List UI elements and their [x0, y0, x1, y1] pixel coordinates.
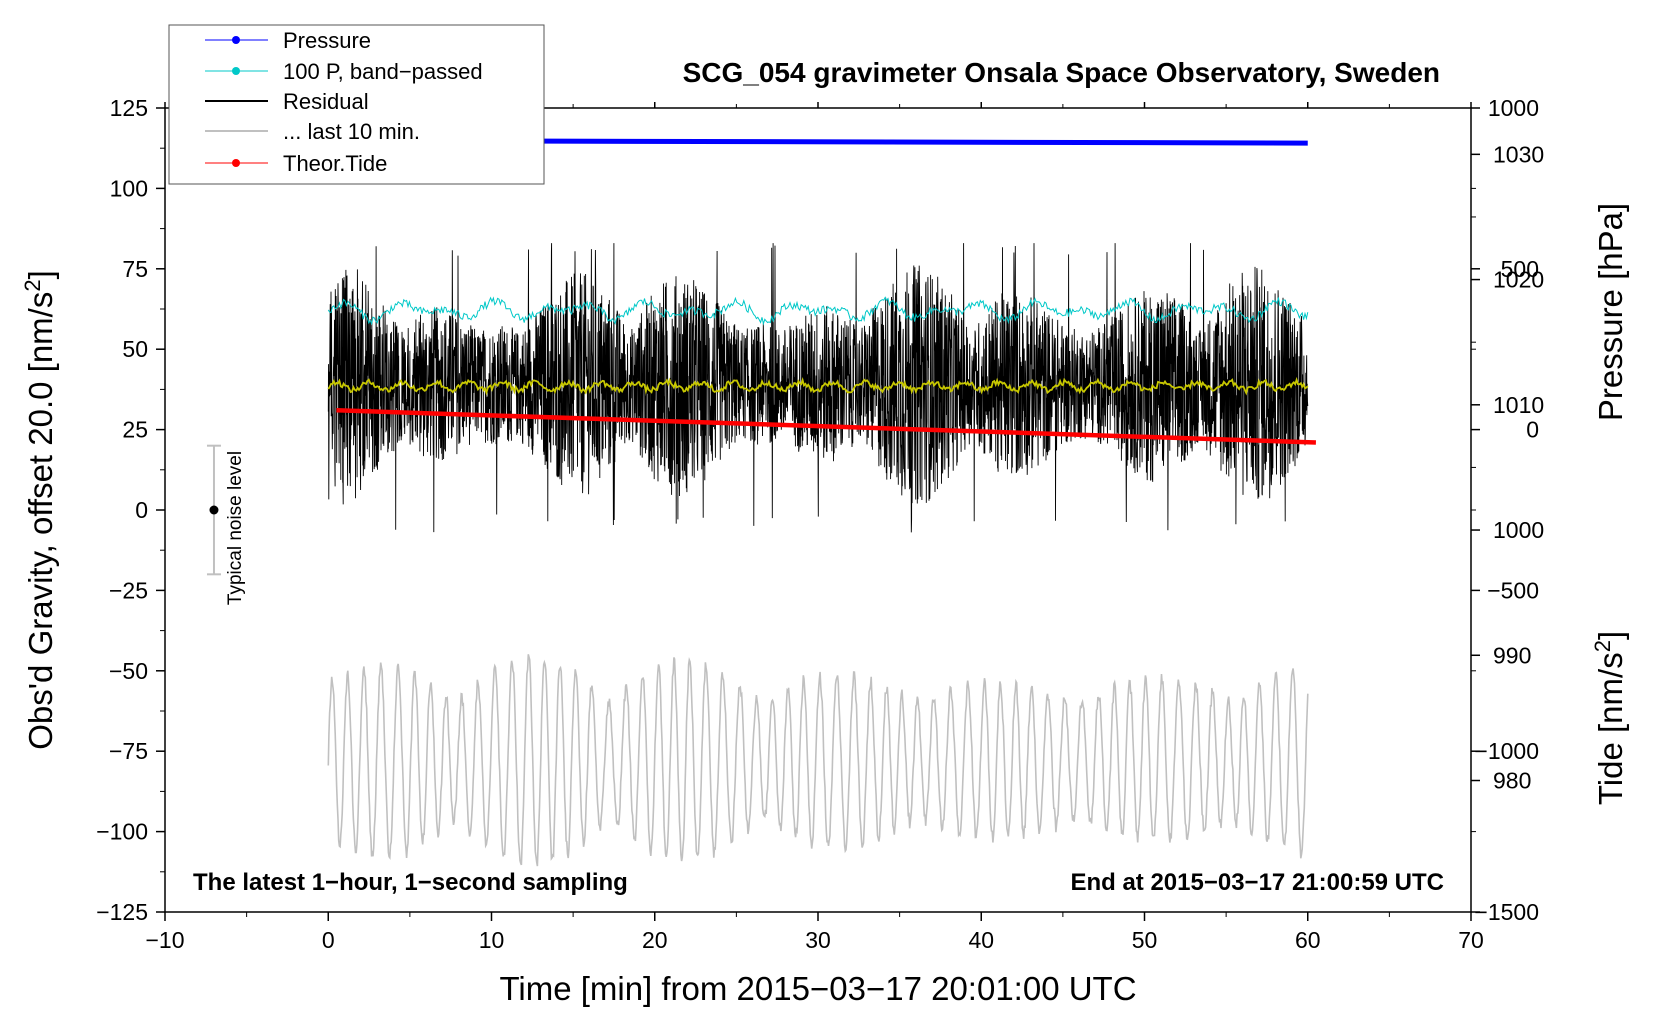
x-tick-label: 70: [1458, 927, 1484, 953]
pressure-tick-label: 1010: [1493, 392, 1544, 418]
pressure-axis-label: Pressure [hPa]: [1592, 203, 1629, 421]
legend-label-residual: Residual: [283, 89, 369, 114]
series-theor-tide: [336, 408, 1316, 445]
x-axis-label: Time [min] from 2015−03−17 20:01:00 UTC: [499, 970, 1136, 1007]
annotation-end-time: End at 2015−03−17 21:00:59 UTC: [1070, 869, 1444, 896]
legend-label-last10: ... last 10 min.: [283, 119, 420, 144]
series-layer: [327, 138, 1316, 867]
tide-tick-label: −1000: [1474, 738, 1539, 764]
x-tick-label: 10: [479, 927, 505, 953]
tide-axis-label-close: ]: [1592, 631, 1629, 640]
series-residual-smoothed: [327, 376, 1309, 396]
legend-marker-tide: [232, 159, 240, 167]
y-axis-label-close: ]: [22, 270, 59, 279]
legend-box: [168, 24, 545, 185]
x-tick-label: 60: [1295, 927, 1321, 953]
legend: Pressure 100 P, band−passed Residual ...…: [168, 24, 545, 185]
y-tick-label: −25: [109, 577, 148, 603]
tide-axis-ticks: 1000 500 0 −500 −1000 −1500: [1471, 95, 1539, 925]
series-band-passed: [327, 296, 1309, 326]
y-tick-label: 125: [110, 95, 148, 121]
annotation-sampling: The latest 1−hour, 1−second sampling: [193, 869, 628, 896]
legend-marker-bandpassed: [232, 67, 240, 75]
tide-tick-label: 0: [1526, 417, 1539, 443]
y-tick-label: −75: [109, 738, 148, 764]
y-tick-label: −100: [96, 819, 148, 845]
pressure-tick-label: 1020: [1493, 267, 1544, 293]
chart-title: SCG_054 gravimeter Onsala Space Observat…: [683, 57, 1440, 88]
x-tick-label: 20: [642, 927, 668, 953]
tide-axis-label: Tide [nm/s2]: [1590, 631, 1629, 805]
x-tick-label: 0: [322, 927, 335, 953]
legend-label-tide: Theor.Tide: [283, 151, 387, 176]
y-tick-label: −125: [96, 899, 148, 925]
y-tick-label: 25: [122, 417, 148, 443]
y-axis-label-sup: 2: [20, 279, 45, 291]
noise-dot: [209, 505, 219, 515]
y-tick-label: 75: [122, 256, 148, 282]
series-last-10-min: [327, 654, 1309, 867]
tide-axis-label-sup: 2: [1590, 640, 1615, 652]
y-axis-label-main: Obs'd Gravity, offset 20.0 [nm/s: [22, 292, 59, 750]
legend-marker-pressure: [232, 36, 240, 44]
x-tick-label: 50: [1132, 927, 1158, 953]
y-axis-ticks: 125 100 75 50 25 0 −25 −50 −75 −100 −125: [96, 95, 165, 925]
tide-tick-label: −500: [1487, 577, 1539, 603]
pressure-tick-label: 1030: [1493, 141, 1544, 167]
x-axis-ticks: −10 0 10 20 30 40 50 60 70: [145, 102, 1484, 953]
tide-tick-label: −1500: [1474, 899, 1539, 925]
y-tick-label: 100: [110, 175, 148, 201]
pressure-tick-label: 990: [1493, 642, 1531, 668]
noise-indicator: Typical noise level: [206, 444, 246, 605]
x-tick-label: 30: [805, 927, 831, 953]
series-residual: [327, 243, 1309, 533]
y-tick-label: 50: [122, 336, 148, 362]
x-tick-label: −10: [145, 927, 184, 953]
pressure-tick-label: 980: [1493, 768, 1531, 794]
tide-tick-label: 500: [1501, 256, 1539, 282]
y-tick-label: −50: [109, 658, 148, 684]
legend-label-pressure: Pressure: [283, 28, 371, 53]
pressure-tick-label: 1000: [1493, 517, 1544, 543]
pressure-axis-ticks: 1030 1020 1010 1000 990 980: [1471, 141, 1544, 794]
tide-tick-label: 1000: [1488, 95, 1539, 121]
tide-axis-label-main: Tide [nm/s: [1592, 652, 1629, 805]
legend-label-bandpassed: 100 P, band−passed: [283, 59, 483, 84]
y-tick-label: 0: [135, 497, 148, 523]
y-axis-label: Obs'd Gravity, offset 20.0 [nm/s2]: [20, 270, 59, 750]
noise-label: Typical noise level: [225, 451, 246, 605]
x-tick-label: 40: [968, 927, 994, 953]
